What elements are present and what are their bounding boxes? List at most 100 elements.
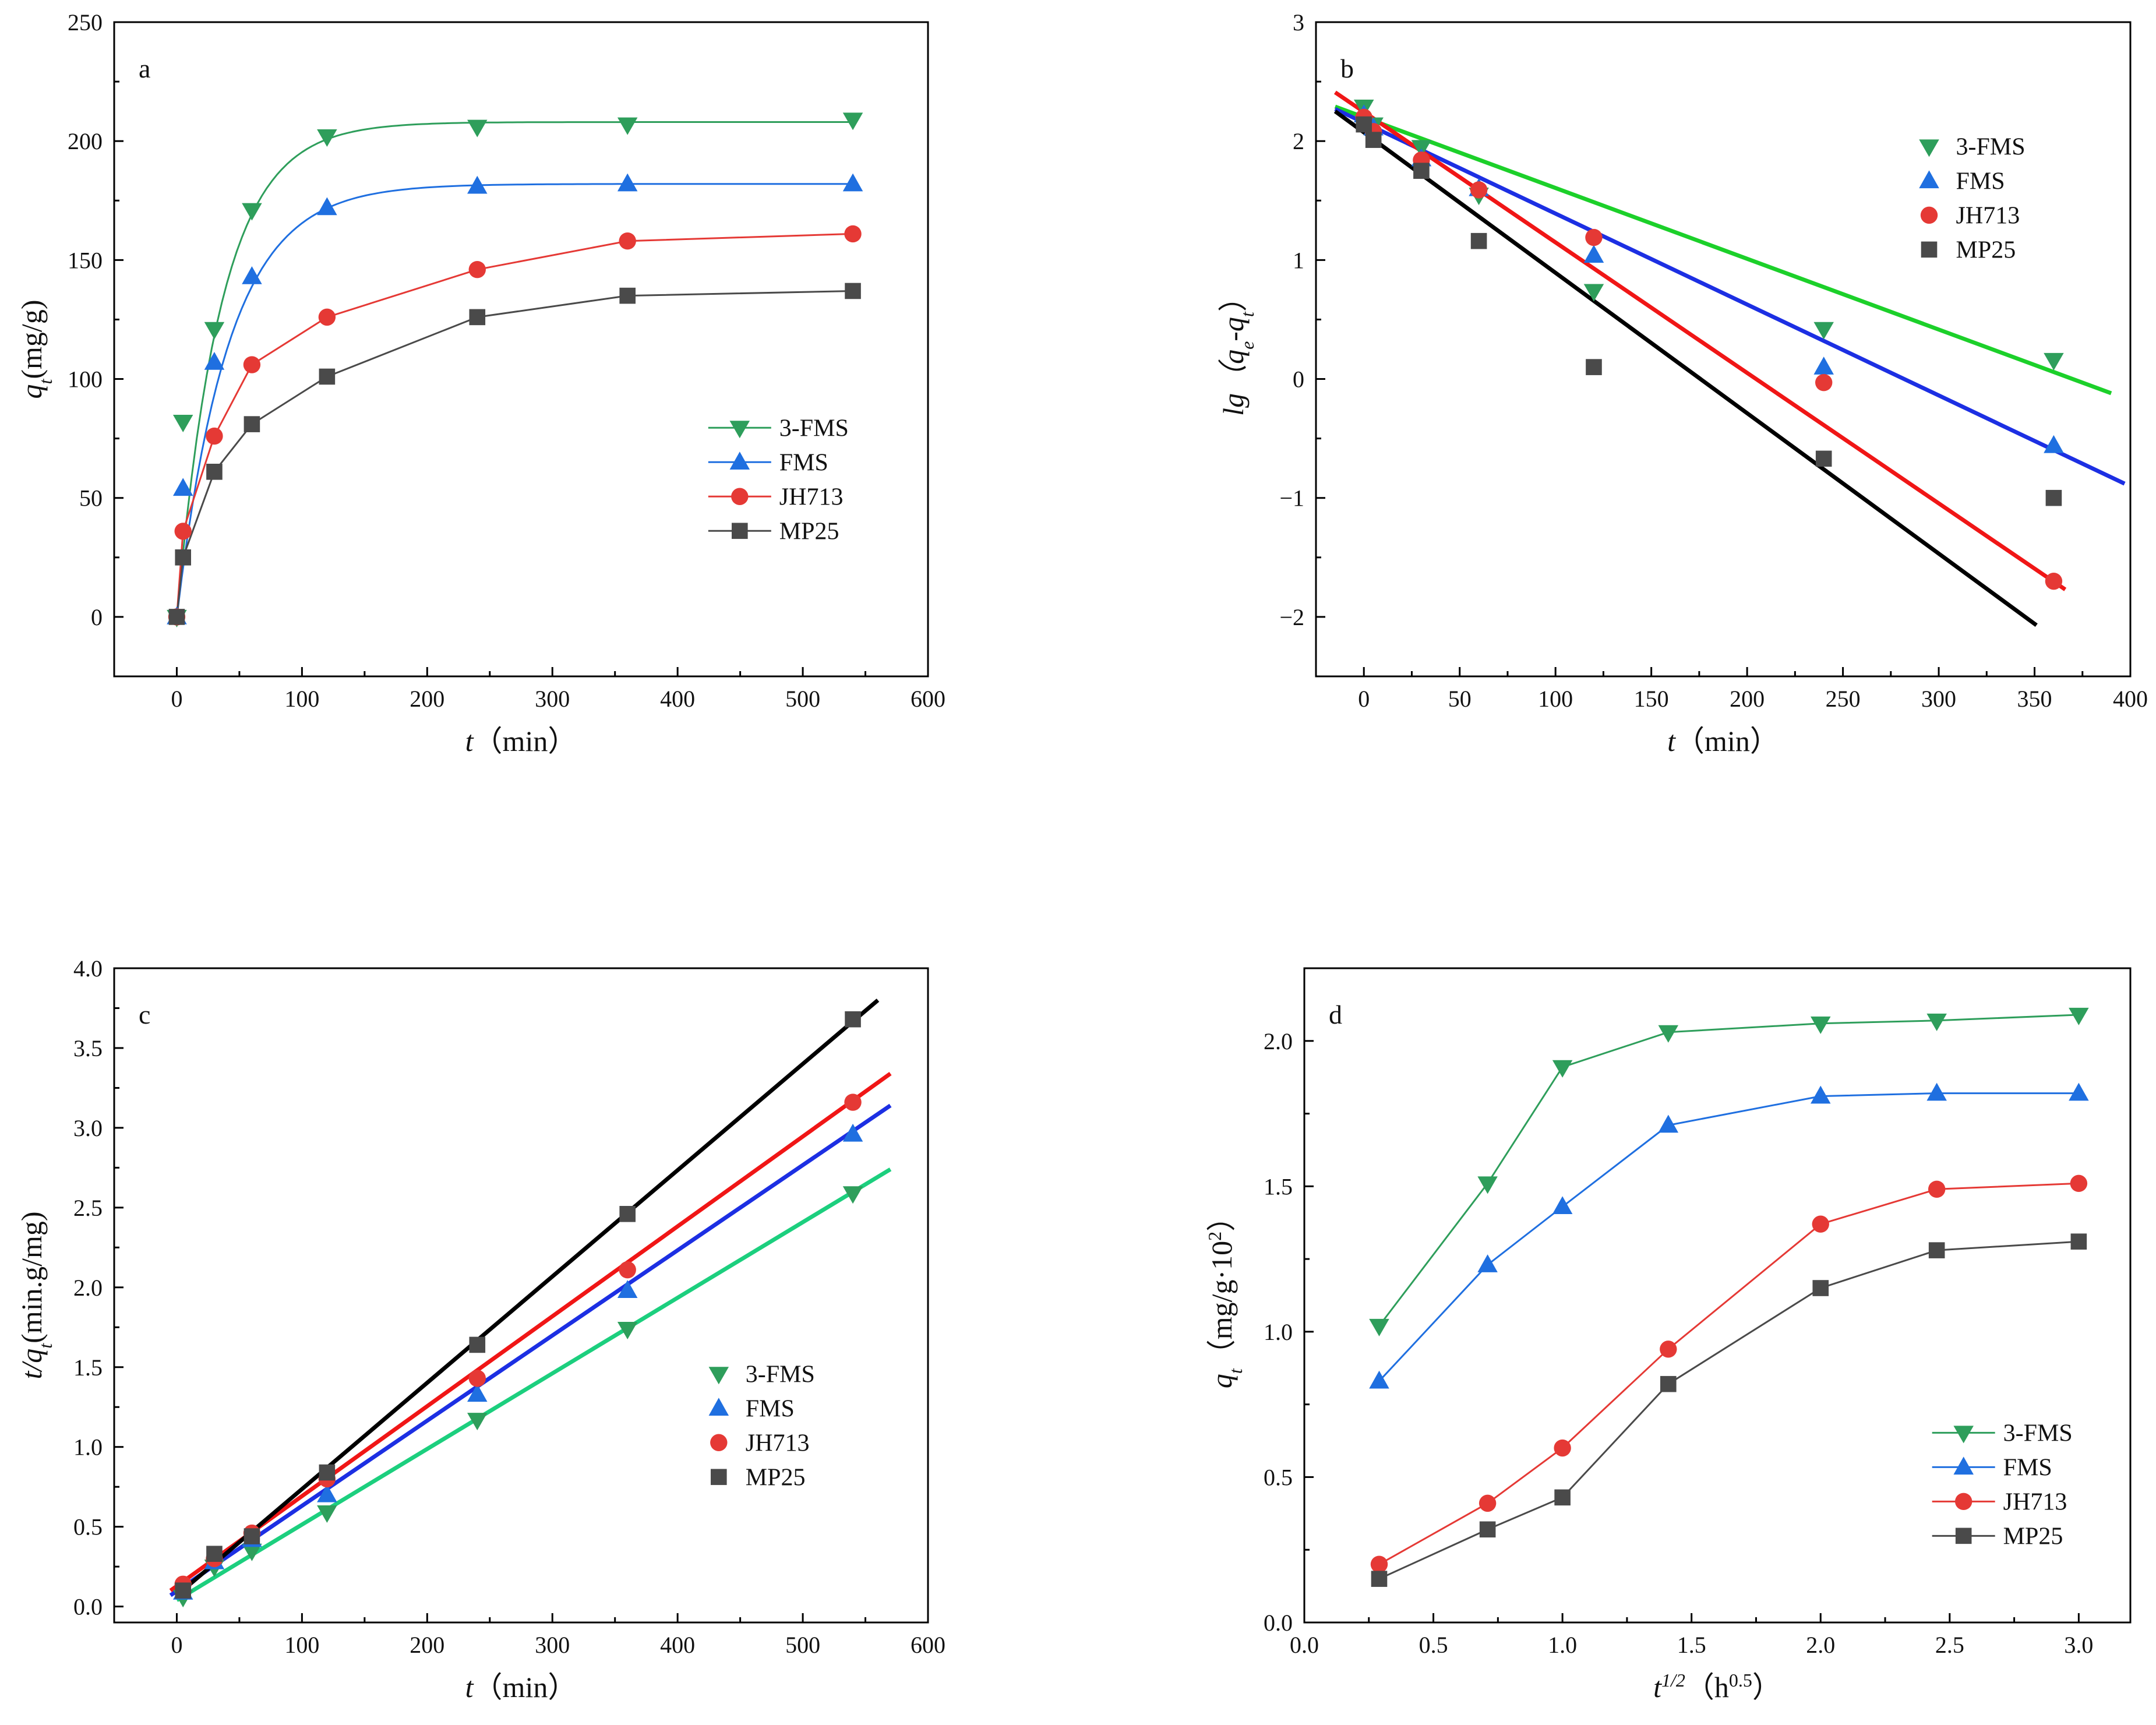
x-axis-title: t（min）: [1667, 725, 1779, 757]
legend-marker-3-fms: [1919, 139, 1939, 157]
data-point-fms: [842, 1123, 863, 1142]
data-point-jh713: [619, 1261, 636, 1279]
data-point-jh713: [468, 1370, 486, 1387]
legend-label: JH713: [1956, 202, 2020, 229]
data-point-mp25: [319, 1464, 336, 1481]
data-point-mp25: [2045, 489, 2062, 506]
y-tick-label: 200: [68, 128, 103, 154]
panel-label: c: [139, 1000, 150, 1029]
y-tick-label: 0.5: [1264, 1464, 1293, 1490]
data-point-mp25: [244, 1528, 260, 1544]
data-point-3-fms: [617, 1322, 638, 1340]
data-point-3-fms: [2069, 1007, 2089, 1025]
data-point-mp25: [1356, 116, 1372, 133]
panel-a-kinetics-qt-vs-t: 0 100 200 300 400 500 600 0 50 100 150 200 250 a t（min…: [15, 9, 945, 757]
y-tick-label: 0.5: [73, 1514, 103, 1540]
data-point-3-fms: [317, 129, 337, 147]
fit-line-mp25: [175, 999, 880, 1597]
y-tick-label: 0: [91, 604, 103, 630]
fit-line-3-fms: [1334, 104, 2112, 396]
data-point-3-fms: [1658, 1025, 1679, 1043]
fit-line-mp25: [1333, 110, 2038, 627]
y-tick-label: 1: [1293, 247, 1304, 273]
data-point-mp25: [619, 1206, 636, 1222]
x-tick-label: 500: [785, 1632, 820, 1658]
data-point-3-fms: [204, 322, 225, 340]
data-point-3-fms: [617, 117, 638, 135]
data-point-3-fms: [1369, 1318, 1389, 1336]
data-point-jh713: [206, 427, 223, 445]
plot-frame: [113, 967, 929, 1624]
x-tick-label: 400: [2113, 686, 2148, 712]
data-point-fms: [1811, 1085, 1831, 1104]
data-point-mp25: [469, 1336, 486, 1353]
y-tick-label: 2.0: [73, 1275, 103, 1301]
fit-line-fms: [1334, 107, 2126, 486]
data-point-jh713: [1585, 228, 1603, 246]
legend-label: FMS: [1956, 168, 2005, 195]
y-tick-label: 1.0: [1264, 1319, 1293, 1345]
data-point-3-fms: [242, 203, 262, 221]
data-point-fms: [1926, 1082, 1947, 1101]
data-point-fms: [1369, 1370, 1389, 1389]
legend-marker-jh713: [731, 488, 749, 505]
y-tick-label: 100: [68, 366, 103, 393]
legend-label: MP25: [746, 1464, 806, 1491]
legend-label: JH713: [2003, 1488, 2067, 1515]
data-point-mp25: [845, 1011, 861, 1028]
panel-label: b: [1340, 54, 1354, 83]
legend-label: MP25: [2003, 1523, 2063, 1550]
legend-label: 3-FMS: [746, 1361, 815, 1388]
data-point-jh713: [844, 1093, 862, 1111]
data-point-mp25: [206, 1546, 223, 1562]
y-axis-title: qt（mg/g·102）: [1204, 1202, 1246, 1388]
legend-label: FMS: [746, 1395, 795, 1422]
x-tick-label: 300: [535, 686, 570, 712]
fit-line-3-fms: [176, 121, 853, 618]
legend-marker-jh713: [710, 1434, 728, 1451]
data-point-jh713: [844, 225, 862, 243]
x-tick-label: 3.0: [2064, 1632, 2093, 1658]
data-point-3-fms: [242, 1543, 262, 1561]
y-tick-label: 250: [68, 9, 103, 36]
data-point-fms: [242, 266, 262, 284]
y-tick-label: 2.0: [1264, 1028, 1293, 1054]
data-point-mp25: [1586, 359, 1602, 375]
x-tick-label: 400: [660, 1632, 695, 1658]
plot-frame: [113, 21, 929, 678]
x-tick-label: 0: [1358, 686, 1370, 712]
data-point-fms: [842, 173, 863, 192]
x-tick-label: 2.0: [1806, 1632, 1835, 1658]
data-point-jh713: [318, 308, 336, 326]
legend-marker-fms: [1953, 1456, 1974, 1475]
data-point-mp25: [206, 464, 223, 480]
x-tick-label: 600: [911, 686, 945, 712]
legend-marker-fms: [708, 1398, 729, 1416]
data-point-jh713: [243, 356, 261, 373]
y-tick-label: 150: [68, 247, 103, 273]
y-tick-label: 4.0: [73, 955, 103, 982]
x-tick-label: 350: [2017, 686, 2052, 712]
fit-line-3-fms: [175, 1167, 892, 1602]
x-tick-label: 1.0: [1548, 1632, 1577, 1658]
y-tick-label: 50: [79, 485, 103, 511]
data-point-mp25: [619, 287, 636, 304]
data-point-mp25: [1479, 1521, 1496, 1538]
legend-marker-3-fms: [1953, 1426, 1974, 1444]
data-point-jh713: [1815, 373, 1833, 391]
data-point-mp25: [244, 416, 260, 432]
data-point-mp25: [319, 368, 336, 385]
data-point-mp25: [1928, 1242, 1945, 1258]
x-axis-title: t1/2（h0.5）: [1653, 1670, 1781, 1703]
data-point-fms: [1583, 245, 1604, 263]
legend-marker-jh713: [1954, 1493, 1972, 1511]
data-point-mp25: [469, 309, 486, 326]
data-point-3-fms: [1926, 1013, 1947, 1031]
x-tick-label: 1.5: [1677, 1632, 1706, 1658]
data-point-mp25: [1554, 1489, 1571, 1506]
fit-line-mp25: [176, 290, 853, 618]
x-tick-label: 200: [410, 686, 444, 712]
y-tick-label: −2: [1279, 604, 1304, 630]
data-point-jh713: [1554, 1439, 1571, 1457]
